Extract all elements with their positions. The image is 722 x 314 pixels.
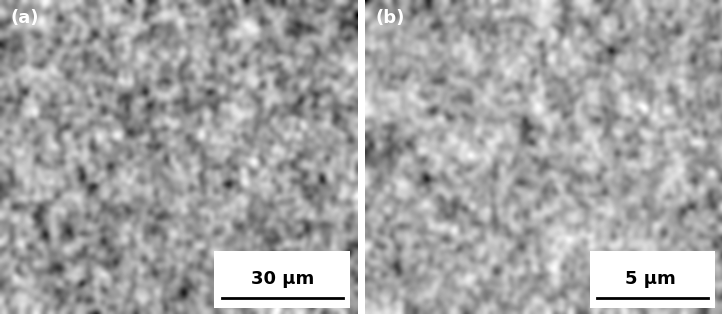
Bar [214, 251, 350, 308]
Text: (b): (b) [375, 9, 404, 27]
Bar [590, 251, 715, 308]
Text: 5 μm: 5 μm [625, 270, 676, 288]
Text: (a): (a) [11, 9, 39, 27]
Text: 30 μm: 30 μm [251, 270, 314, 288]
